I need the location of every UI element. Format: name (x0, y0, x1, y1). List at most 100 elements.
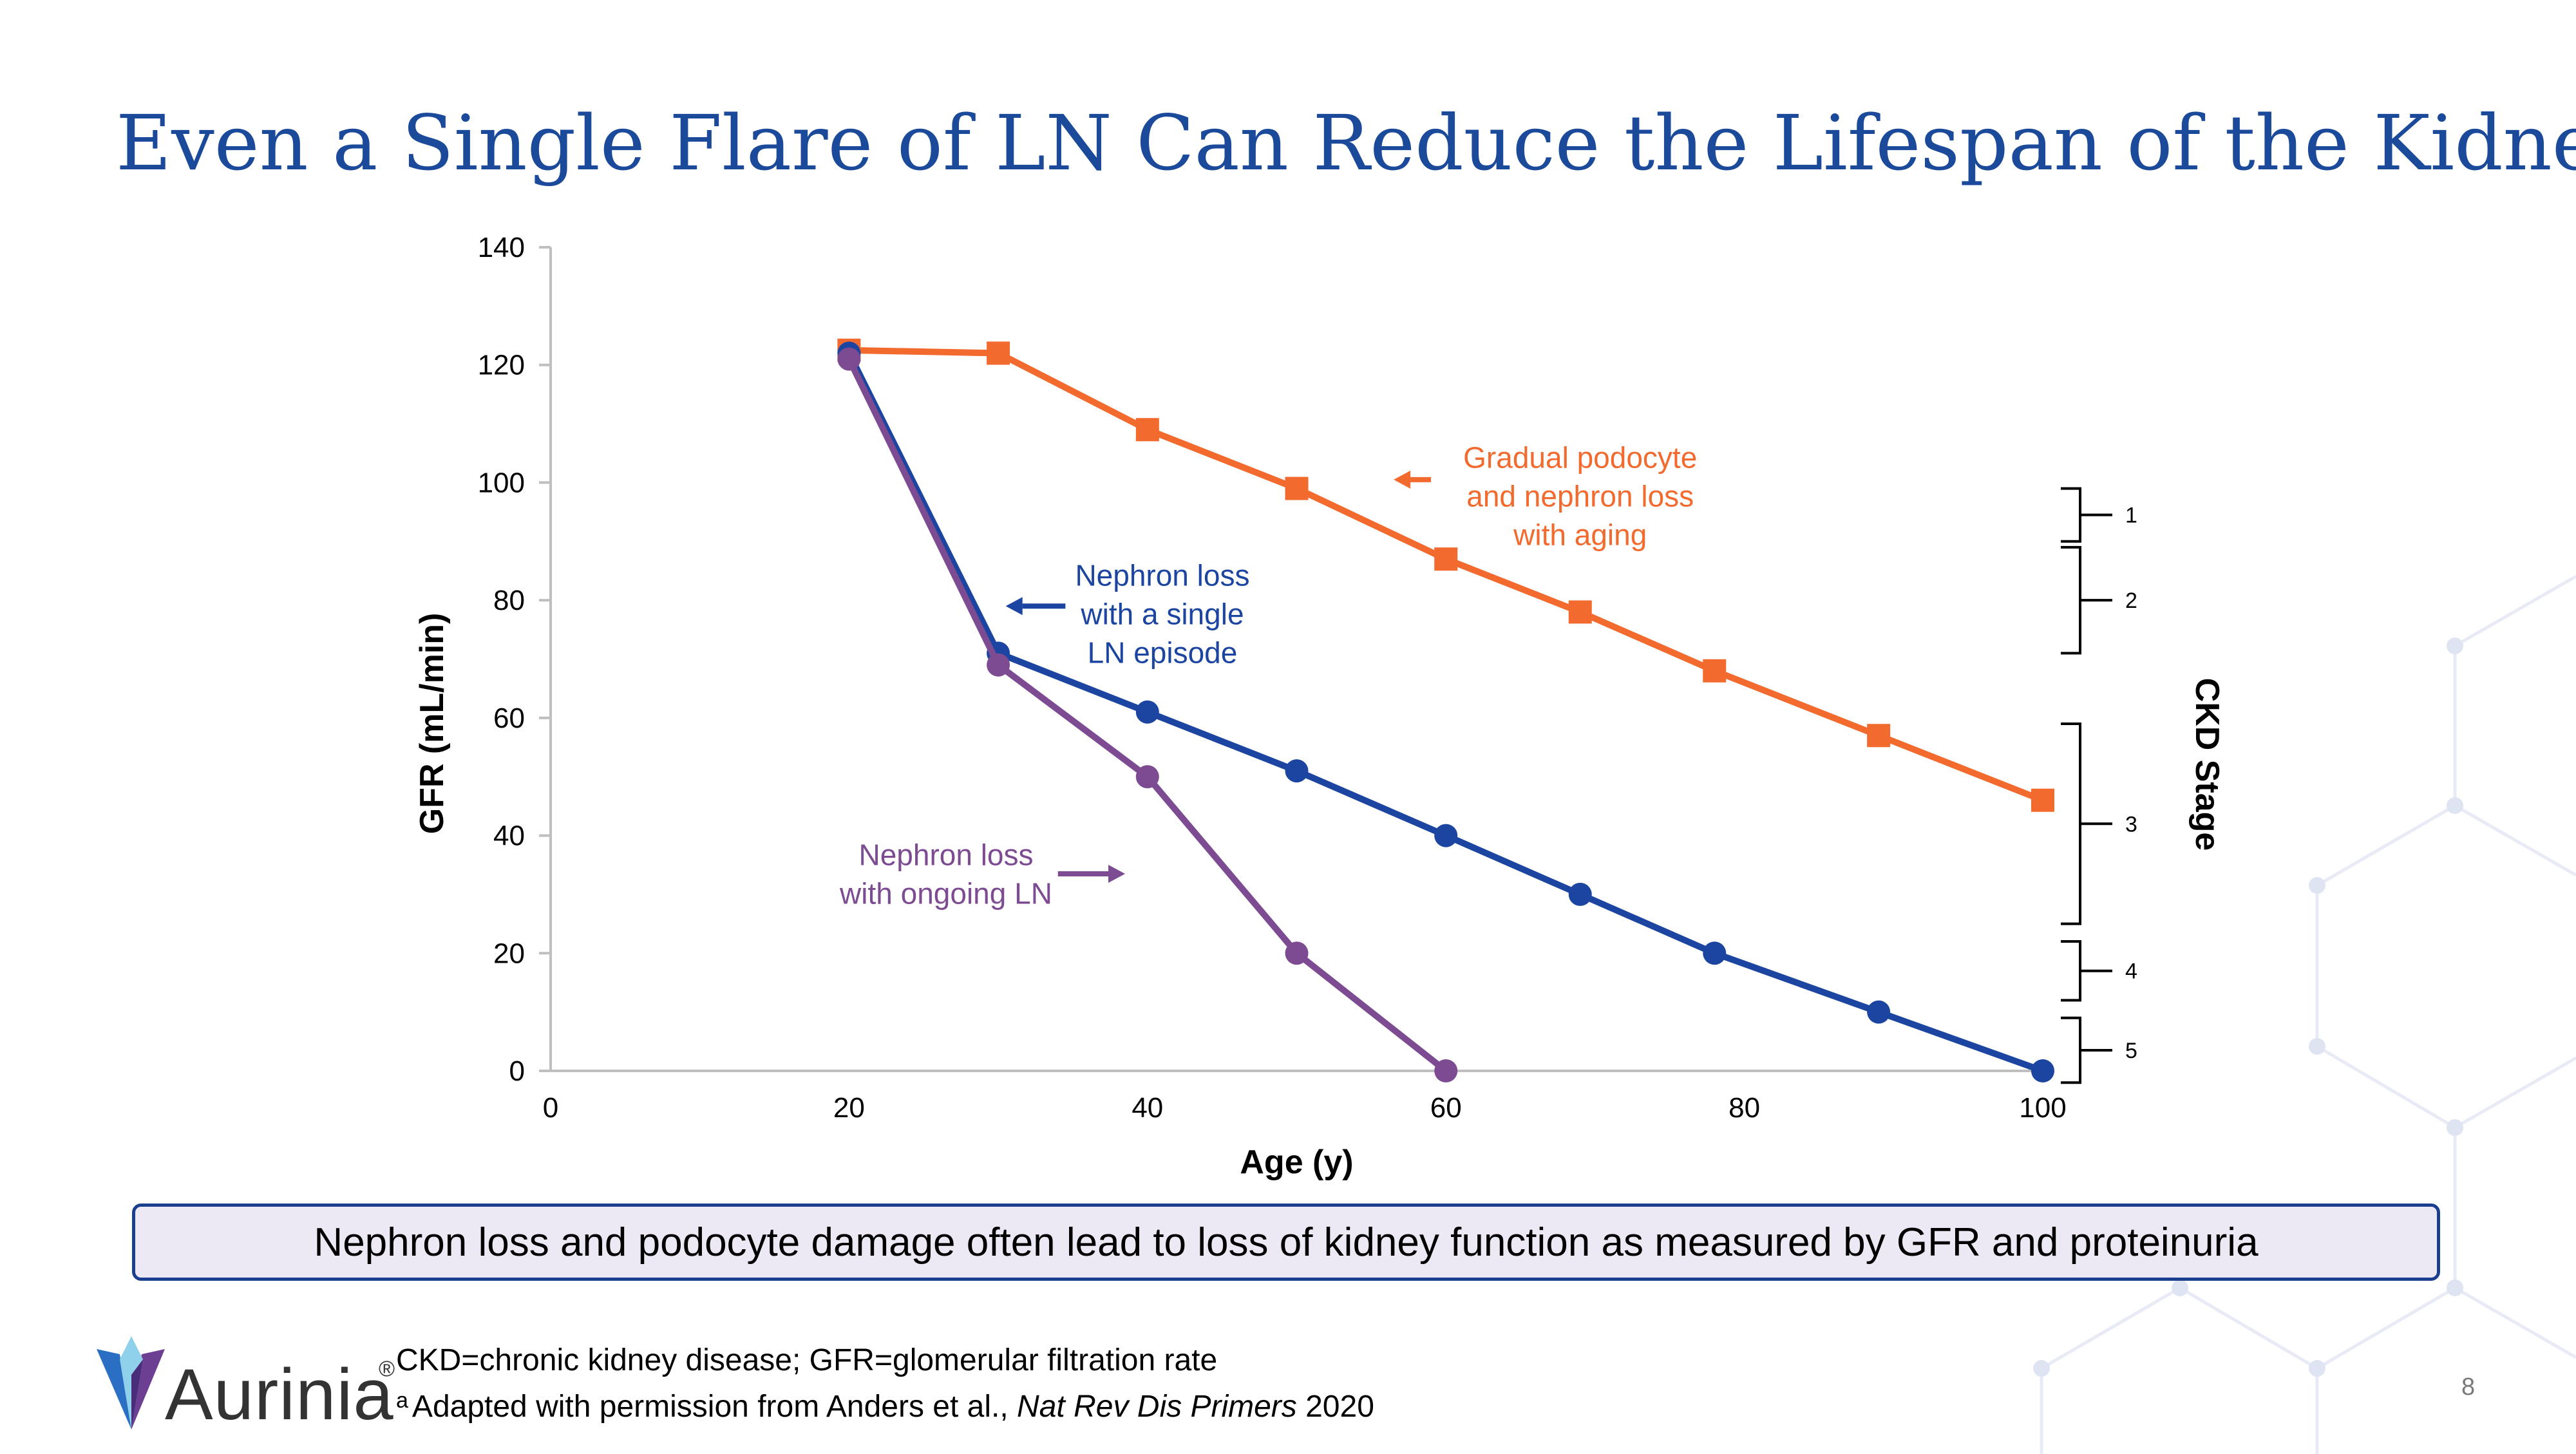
ckd-stage-label: 2 (2125, 589, 2137, 613)
data-point-single (1285, 759, 1309, 783)
series-line-aging (849, 346, 2044, 804)
hexagon-decoration-line (2040, 1286, 2181, 1370)
hexagon-decoration-node (2447, 1119, 2463, 1136)
data-point-single (1135, 700, 1159, 724)
data-point-single (1434, 824, 1458, 847)
aurinia-logo-mark-icon (97, 1336, 165, 1430)
data-point-aging (1568, 600, 1592, 624)
data-point-single (1867, 1000, 1891, 1024)
y-tick-label: 0 (509, 1055, 525, 1087)
series-line-single (846, 352, 2044, 1074)
hexagon-decoration-line (2179, 1286, 2318, 1370)
y-tick-label: 140 (478, 232, 525, 263)
footnote-reference-year: 2020 (1296, 1390, 1374, 1424)
chart-annotations: Gradual podocyte and nephron loss with agi… (839, 441, 1697, 911)
x-tick-label: 100 (2019, 1092, 2066, 1124)
y-tick-label: 60 (493, 703, 525, 734)
hexagon-decoration-line (2454, 1286, 2576, 1359)
hexagon-decoration-node (2309, 1038, 2325, 1055)
data-point-ongoing (837, 347, 861, 371)
y-tick-label: 20 (493, 938, 525, 969)
x-tick-label: 20 (833, 1092, 865, 1124)
data-point-ongoing (1135, 765, 1159, 789)
footnote-reference-superscript: a (396, 1388, 408, 1413)
y-tick-label: 80 (493, 585, 525, 616)
hexagon-decoration-line (2454, 1056, 2576, 1129)
x-tick-label: 0 (543, 1092, 558, 1124)
ckd-stage-bracket (2061, 940, 2112, 1002)
hexagon-decoration-line (2454, 804, 2576, 877)
ckd-stage-axis: 1 2 3 4 5 CKD Stage (2061, 487, 2226, 1084)
annotation-arrowhead-aging (1394, 470, 1411, 489)
annotation-line: Nephron loss (858, 838, 1033, 871)
annotation-line: Gradual podocyte (1463, 441, 1697, 475)
footnote-reference-text: Adapted with permission from Anders et a… (412, 1390, 1018, 1424)
ckd-stage-bracket (2061, 722, 2112, 925)
x-tick-label: 60 (1430, 1092, 1462, 1124)
ckd-stage-label: 4 (2125, 959, 2137, 984)
footnote-reference-journal: Nat Rev Dis Primers (1017, 1390, 1297, 1424)
data-point-aging (1434, 547, 1458, 571)
data-point-single (1568, 882, 1592, 906)
footnote-abbreviations: CKD=chronic kidney disease; GFR=glomerul… (396, 1343, 1218, 1377)
annotation-arrowhead-ongoing (1108, 864, 1126, 883)
data-point-ongoing (1285, 941, 1309, 965)
ckd-stage-label: 3 (2125, 812, 2137, 836)
footnote-reference: a Adapted with permission from Anders et … (396, 1381, 1374, 1427)
ckd-stage-bracket (2061, 1016, 2112, 1084)
data-point-ongoing (1434, 1059, 1458, 1082)
ckd-stage-axis-title: CKD Stage (2188, 678, 2226, 851)
hexagon-decoration-node (2309, 1360, 2325, 1377)
ckd-stage-bracket (2061, 545, 2112, 655)
hexagon-decoration-node (2309, 877, 2325, 894)
annotation-line: with aging (1513, 518, 1647, 552)
slide-title: Even a Single Flare of LN Can Reduce the… (116, 97, 2576, 187)
footnotes: CKD=chronic kidney disease; GFR=glomerul… (396, 1341, 1374, 1427)
y-axis-title: GFR (mL/min) (413, 613, 451, 835)
hexagon-decoration-line (2316, 1044, 2456, 1129)
annotation-line: and nephron loss (1466, 480, 1694, 513)
annotation-arrowhead-single (1005, 597, 1023, 616)
hexagon-decoration-node (2033, 1360, 2050, 1377)
data-point-single (1703, 941, 1727, 965)
x-axis-title: Age (y) (1240, 1144, 1353, 1181)
data-point-single (2031, 1059, 2054, 1082)
takeaway-box: Nephron loss and podocyte damage often l… (132, 1204, 2440, 1281)
aurinia-logo: Aurinia ® (95, 1336, 417, 1435)
hexagon-decoration (2033, 574, 2576, 1454)
aurinia-logo-text: Aurinia (165, 1354, 394, 1435)
hexagon-decoration-node (2172, 1279, 2188, 1296)
data-point-aging (1867, 724, 1891, 748)
hexagon-decoration-line (2316, 804, 2456, 887)
page-number: 8 (2461, 1374, 2476, 1401)
data-point-aging (1285, 477, 1309, 500)
data-point-aging (1135, 418, 1159, 442)
takeaway-text: Nephron loss and podocyte damage often l… (314, 1220, 2259, 1265)
annotation-aging: Gradual podocyte and nephron loss with agi… (1463, 441, 1697, 552)
aurinia-registered-mark: ® (379, 1357, 395, 1381)
data-point-aging (2031, 788, 2054, 812)
hexagon-decoration-line (2316, 1286, 2456, 1370)
hexagon-decoration-node (2447, 797, 2463, 814)
data-point-aging (1703, 659, 1727, 683)
annotation-ongoing: Nephron loss with ongoing LN (839, 838, 1052, 910)
annotation-line: LN episode (1088, 636, 1238, 669)
x-tick-label: 40 (1132, 1092, 1163, 1124)
hexagon-decoration-node (2447, 1279, 2463, 1296)
ckd-stage-bracket (2061, 487, 2112, 543)
data-point-aging (987, 341, 1010, 365)
annotation-line: Nephron loss (1075, 558, 1249, 592)
slide-title-text: Even a Single Flare of LN Can Reduce the… (116, 99, 2576, 187)
x-tick-label: 80 (1728, 1092, 1760, 1124)
annotation-single: Nephron loss with a single LN episode (1075, 558, 1249, 669)
chart-series (837, 338, 2054, 1082)
hexagon-decoration-node (2447, 637, 2463, 654)
ckd-stage-label: 5 (2125, 1039, 2137, 1063)
chart-axes: 0 20 40 60 80 100 120 140 0 20 40 60 80 100 Age (y) GFR… (413, 232, 2067, 1181)
y-tick-label: 120 (478, 350, 525, 381)
annotation-line: with a single (1080, 597, 1244, 630)
y-tick-label: 40 (493, 820, 525, 852)
annotation-line: with ongoing LN (839, 876, 1052, 910)
ckd-stage-label: 1 (2125, 504, 2137, 528)
